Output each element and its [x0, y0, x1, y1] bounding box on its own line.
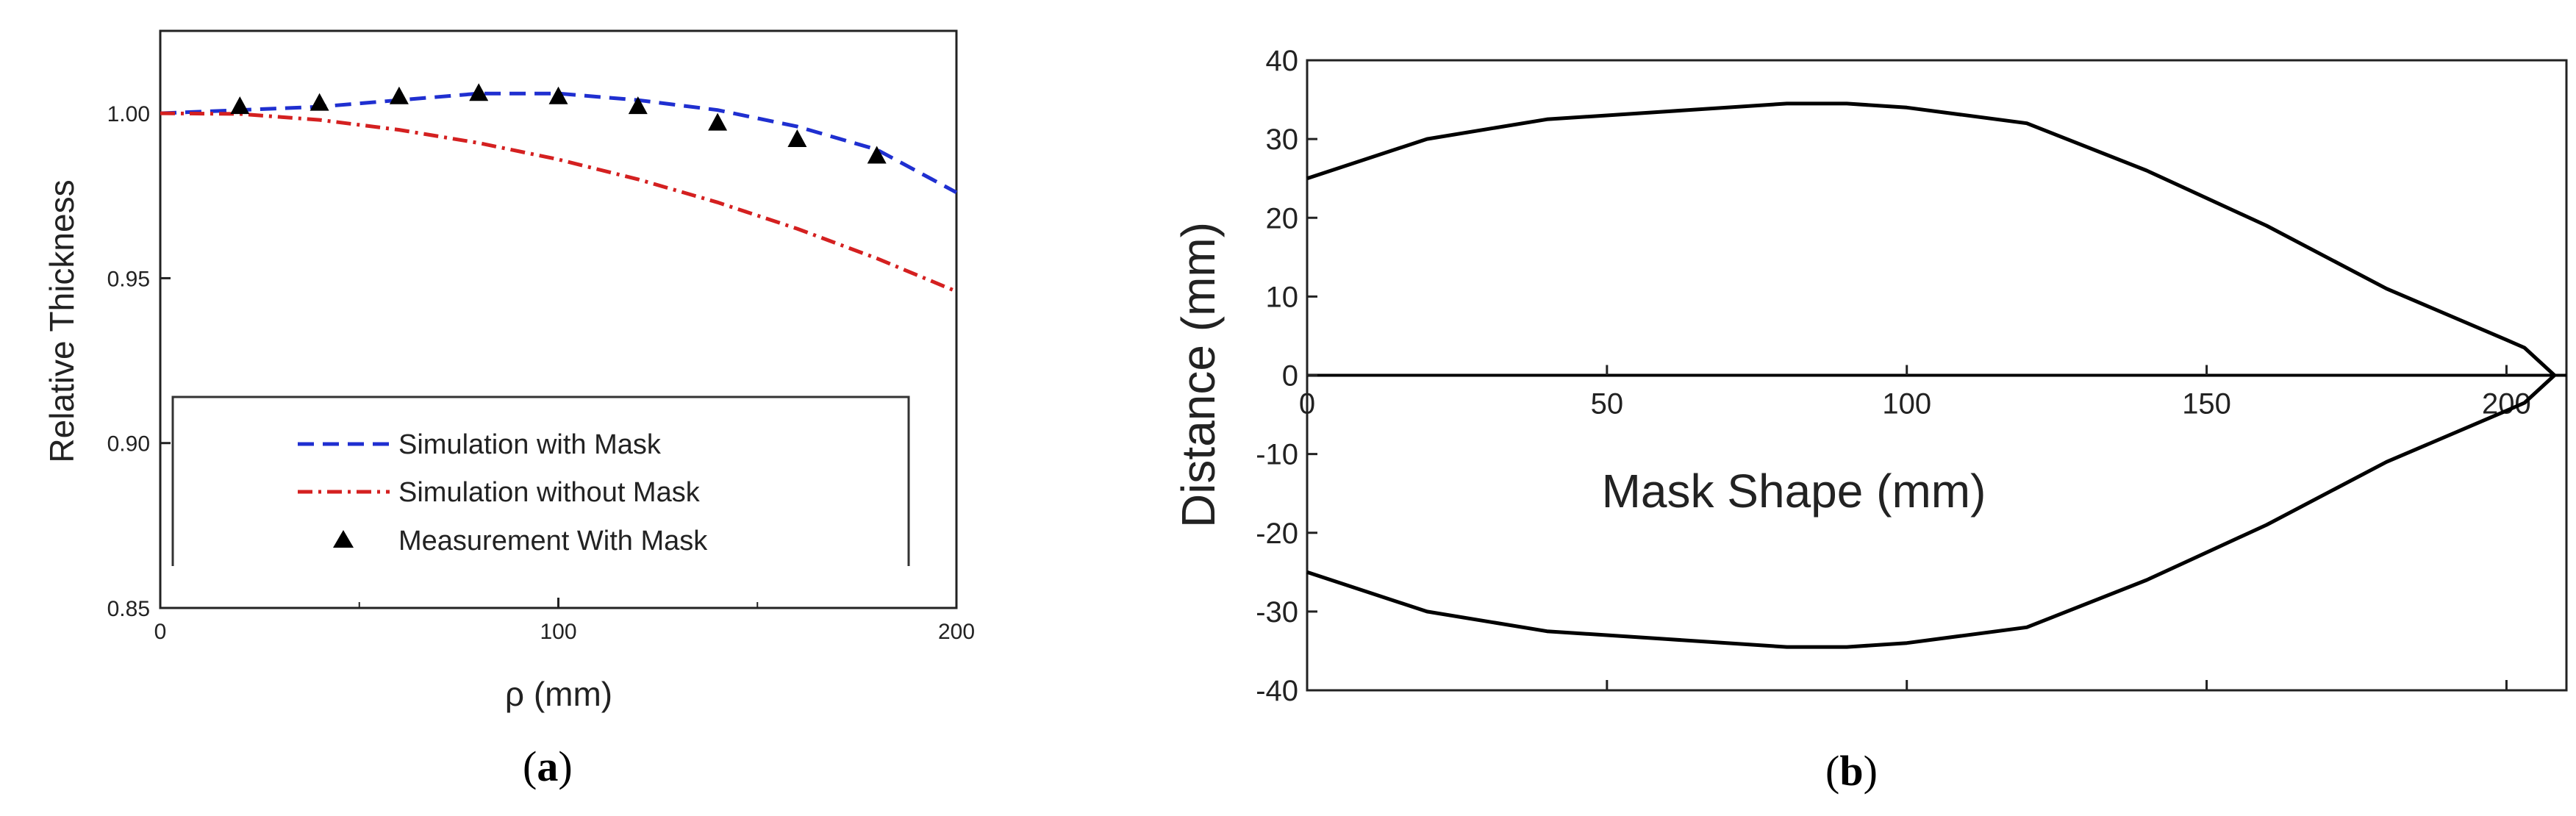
b-ytick-label-3: -10 [1256, 439, 1298, 471]
b-ytick-label-5: 10 [1266, 281, 1299, 313]
b-ytick-label-2: -20 [1256, 518, 1298, 550]
a-measurement-point-0 [230, 96, 250, 115]
a-measurement-point-8 [867, 146, 887, 164]
a-xtick-label-200: 200 [938, 620, 975, 644]
a-measurement-point-4 [548, 86, 568, 104]
legend-label-measurement: Measurement With Mask [398, 526, 708, 556]
panel-a-series [160, 83, 958, 293]
b-ytick-label-1: -30 [1256, 596, 1298, 629]
b-series-upper-profile [1306, 101, 2556, 377]
legend-marker-measurement [333, 530, 354, 548]
a-measurement-point-2 [389, 86, 409, 104]
b-series-lower-profile [1306, 373, 2556, 649]
panel-a-caption: (a) [523, 742, 573, 790]
a-measurement-point-3 [469, 83, 489, 101]
b-xtick-label-100: 100 [1882, 388, 1931, 420]
b-xtick-label-150: 150 [2182, 388, 2231, 420]
a-ytick-label-2: 0.95 [107, 267, 150, 291]
a-xtick-label-0: 0 [154, 620, 167, 644]
b-ytick-label-7: 30 [1266, 124, 1299, 156]
a-xtick-label-100: 100 [540, 620, 576, 644]
panel-a-legend-frame [171, 396, 910, 566]
legend-label-sim-without-mask: Simulation without Mask [398, 477, 701, 508]
a-ytick-label-3: 1.00 [107, 102, 150, 126]
a-measurement-point-6 [708, 112, 728, 131]
panel-a-tick-labels: 0 100 200 0.85 0.90 0.95 1.00 [107, 102, 975, 644]
panel-a-legend: Simulation with Mask Simulation without … [171, 396, 910, 566]
panel-b-ylabel: Distance (mm) [1172, 222, 1225, 528]
b-ytick-label-8: 40 [1266, 45, 1299, 77]
a-measurement-point-7 [787, 129, 807, 148]
a-measurement-point-5 [628, 96, 648, 115]
b-xtick-label-0: 0 [1299, 388, 1315, 420]
a-series-sim-without-mask [160, 111, 957, 293]
b-xtick-label-50: 50 [1591, 388, 1624, 420]
panel-b-xlabel: Mask Shape (mm) [1602, 465, 1986, 518]
panel-a-ylabel: Relative Thickness [43, 179, 81, 462]
b-ytick-label-6: 20 [1266, 202, 1299, 235]
panel-b-ticks [1306, 59, 2566, 692]
panel-a: 0 100 200 0.85 0.90 0.95 1.00 Simulation with … [43, 29, 975, 790]
panel-b-series [1306, 101, 2556, 649]
a-ytick-label-1: 0.90 [107, 432, 150, 457]
panel-a-xlabel: ρ (mm) [505, 675, 612, 713]
a-measurement-point-1 [310, 93, 329, 111]
b-ytick-label-4: 0 [1282, 360, 1298, 393]
a-ytick-label-0: 0.85 [107, 597, 150, 621]
legend-label-sim-with-mask: Simulation with Mask [398, 429, 662, 460]
panel-b-caption: (b) [1825, 747, 1878, 795]
a-series-sim-with-mask [160, 91, 958, 195]
b-ytick-label-0: -40 [1256, 675, 1298, 707]
